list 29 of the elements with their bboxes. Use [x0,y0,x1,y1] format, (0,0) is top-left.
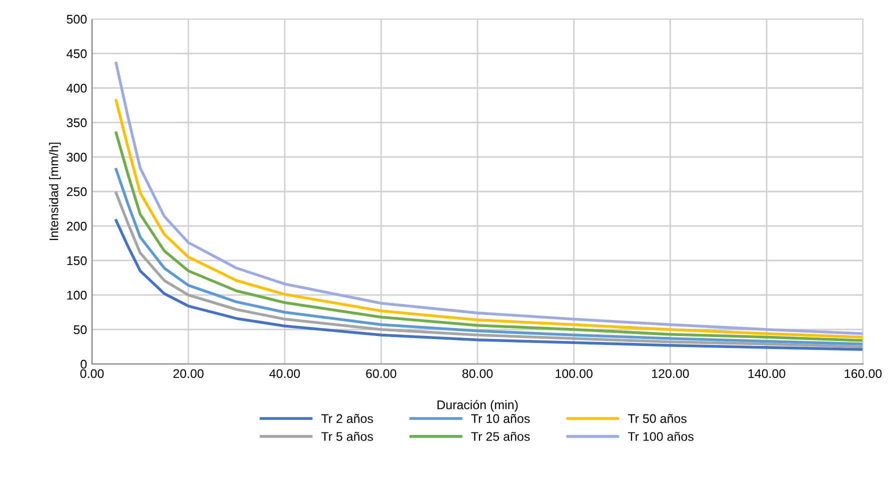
legend-label: Tr 10 años [471,414,530,424]
y-tick-label: 350 [66,118,87,128]
y-tick-label: 0 [80,360,87,369]
legend-label: Tr 50 años [628,414,687,424]
y-tick-label: 250 [66,187,87,196]
legend-label: Tr 2 años [321,414,373,424]
y-tick-label: 400 [66,84,87,93]
y-tick-label: 200 [66,222,87,231]
legend-label: Tr 5 años [321,432,373,441]
y-tick-label: 300 [66,152,87,162]
x-tick-label: 100.00 [556,369,593,378]
x-tick-label: 120.00 [652,369,689,378]
y-tick-label: 100 [67,290,87,300]
x-tick-label: 140.00 [748,369,786,378]
line-series [114,219,863,351]
y-tick-label: 150 [67,256,87,266]
x-tick-label: 0.00 [80,369,104,378]
x-tick-label: 40.00 [269,369,300,378]
legend-label: Tr 25 años [471,432,530,441]
legend-label: Tr 100 años [628,432,694,441]
y-tick-label: 50 [74,325,87,334]
x-tick-label: 160.00 [844,369,882,378]
x-tick-label: 20.00 [173,369,204,378]
y-tick-label: 500 [66,14,87,24]
x-axis-title: Duración (min) [438,400,518,412]
x-tick-label: 80.00 [462,369,493,378]
y-tick-label: 450 [66,49,87,58]
x-tick-label: 60.00 [366,369,396,378]
y-axis-title: Intensidad [mm/h] [49,142,61,240]
